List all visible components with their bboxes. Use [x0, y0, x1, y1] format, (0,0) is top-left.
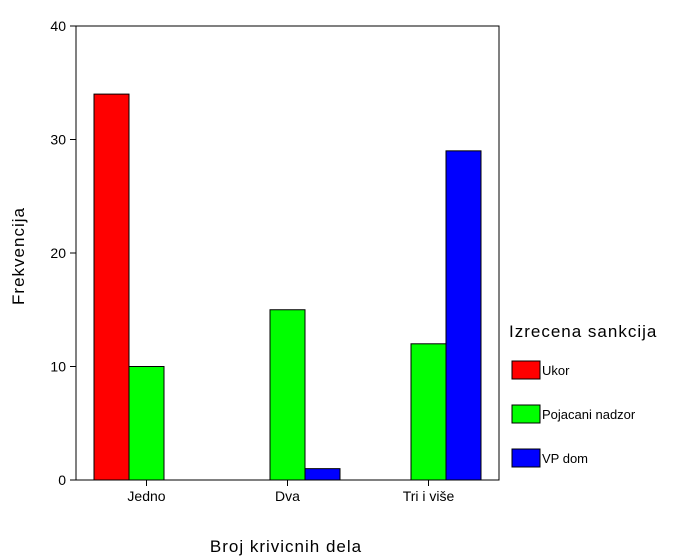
- legend-swatch-1: [511, 404, 541, 424]
- bar-vp-dom-1: [304, 468, 341, 481]
- legend-label-1: Pojacani nadzor: [542, 407, 636, 422]
- y-tick-label-2: 20: [50, 245, 66, 261]
- axes: 0 10 20 30 40 Jedno Dva Tri i više: [50, 18, 500, 504]
- legend-label-0: Ukor: [542, 363, 570, 378]
- bar-pojacani-nadzor-2: [410, 343, 447, 481]
- legend-swatch-0: [511, 360, 541, 380]
- bar-vp-dom-2: [445, 150, 482, 481]
- plot-area: [93, 93, 482, 481]
- y-tick-label-3: 30: [50, 132, 66, 148]
- bar-ukor-0: [93, 93, 130, 481]
- legend-swatch-2: [511, 448, 541, 468]
- bar-pojacani-nadzor-0: [128, 366, 165, 481]
- x-tick-label-0: Jedno: [127, 488, 165, 504]
- legend: Izrecena sankcija Ukor Pojacani nadzor VP …: [509, 322, 657, 468]
- bar-pojacani-nadzor-1: [269, 309, 306, 481]
- y-tick-label-1: 10: [50, 359, 66, 375]
- x-axis-title: Broj krivicnih dela: [210, 537, 362, 556]
- y-axis-title: Frekvencija: [9, 207, 28, 305]
- legend-title: Izrecena sankcija: [509, 322, 657, 341]
- x-tick-label-2: Tri i više: [403, 488, 455, 504]
- y-tick-label-0: 0: [58, 472, 66, 488]
- y-tick-label-4: 40: [50, 18, 66, 34]
- legend-label-2: VP dom: [542, 451, 588, 466]
- x-tick-label-1: Dva: [275, 488, 300, 504]
